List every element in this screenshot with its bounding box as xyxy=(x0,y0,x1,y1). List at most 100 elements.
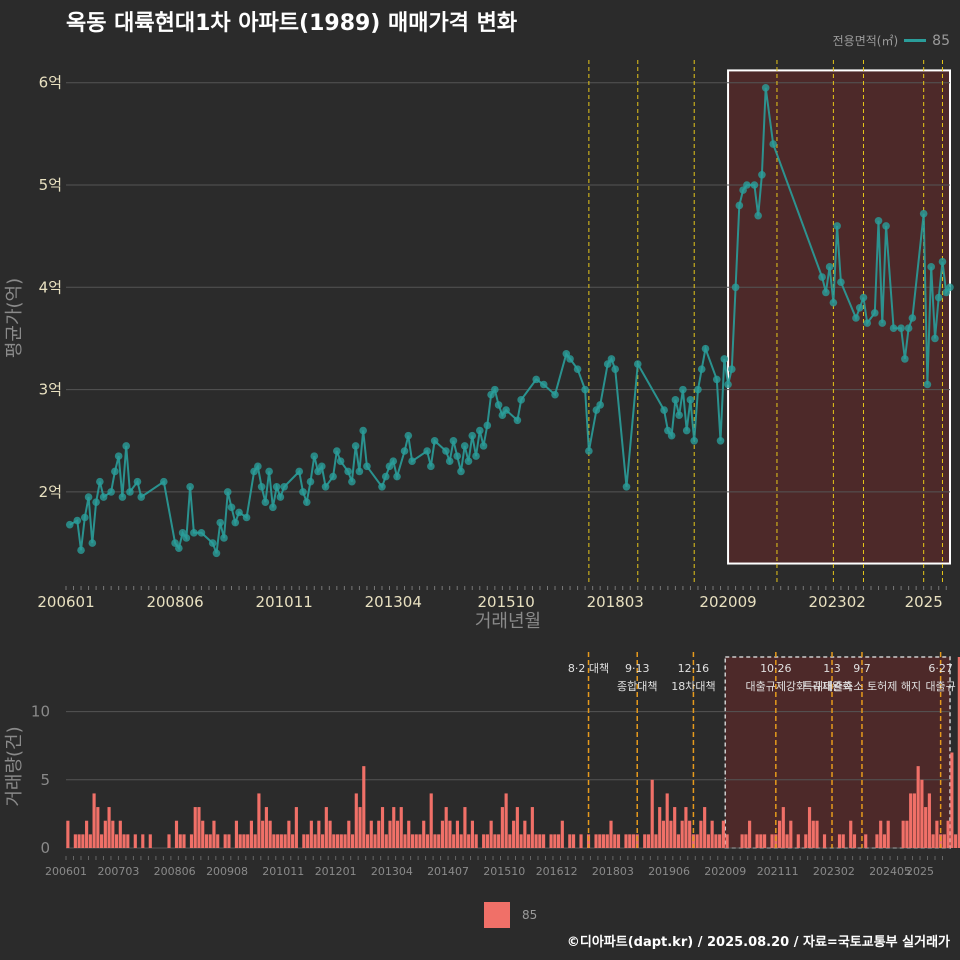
price-data-point xyxy=(336,457,345,466)
volume-x-tick-label: 200703 xyxy=(97,865,139,878)
volume-bar xyxy=(174,820,179,848)
price-data-point xyxy=(667,431,676,440)
volume-bar xyxy=(234,820,239,848)
volume-bar xyxy=(197,807,201,848)
volume-bar xyxy=(781,807,785,848)
volume-bar xyxy=(392,807,396,848)
price-data-point xyxy=(716,436,725,445)
price-data-point xyxy=(855,303,864,312)
price-data-point xyxy=(837,278,845,286)
price-data-point xyxy=(133,477,142,486)
volume-bar xyxy=(542,834,546,848)
volume-bar xyxy=(358,807,362,848)
volume-bar xyxy=(916,766,920,848)
volume-bar xyxy=(706,834,710,848)
volume-bar xyxy=(489,820,493,848)
price-data-point xyxy=(581,385,589,394)
price-data-point xyxy=(468,431,477,440)
price-data-point xyxy=(852,314,860,322)
volume-bar xyxy=(362,766,366,848)
price-data-point xyxy=(302,498,311,506)
volume-bar xyxy=(837,834,842,848)
price-data-point xyxy=(88,539,97,547)
volume-bar xyxy=(467,834,471,848)
volume-bar xyxy=(452,834,456,848)
price-x-axis-title: 거래년월 xyxy=(475,611,541,632)
price-data-point xyxy=(348,477,356,486)
volume-bar xyxy=(515,807,519,848)
price-data-point xyxy=(758,170,766,179)
volume-bar xyxy=(193,807,197,848)
price-data-point xyxy=(743,181,751,189)
volume-bar xyxy=(246,834,250,848)
volume-bar xyxy=(100,834,104,848)
volume-bar xyxy=(568,834,572,848)
price-data-point xyxy=(333,447,341,455)
volume-bar xyxy=(512,820,516,848)
volume-bar xyxy=(759,834,763,848)
price-data-point xyxy=(731,283,740,292)
volume-annotation-label: 8·2 대책 xyxy=(568,662,609,675)
price-x-tick-label: 202302 xyxy=(809,593,866,611)
price-data-point xyxy=(137,493,146,501)
legend-bar-swatch xyxy=(484,902,510,928)
volume-bar xyxy=(905,820,909,848)
price-data-point xyxy=(931,334,939,343)
volume-bar xyxy=(939,834,943,848)
price-data-point xyxy=(118,493,127,501)
volume-bar xyxy=(661,820,666,848)
price-data-point xyxy=(423,447,431,455)
volume-x-tick-label: 201803 xyxy=(592,865,634,878)
price-data-point xyxy=(92,498,100,506)
price-data-point xyxy=(107,488,115,496)
price-data-point xyxy=(596,401,604,409)
volume-bar xyxy=(122,834,126,848)
volume-bar xyxy=(283,834,287,848)
source-caption: ©디아파트(dapt.kr) / 2025.08.20 / 자료=국토교통부 실… xyxy=(566,935,950,950)
volume-bar xyxy=(133,834,137,848)
volume-bar xyxy=(789,820,793,848)
volume-bar xyxy=(268,820,272,848)
price-data-point xyxy=(607,355,616,363)
volume-bar xyxy=(635,834,639,848)
volume-bar xyxy=(822,834,827,848)
volume-x-tick-label: 201011 xyxy=(262,865,304,878)
price-data-point xyxy=(859,293,868,302)
price-data-point xyxy=(378,483,386,491)
volume-bar xyxy=(264,807,268,848)
price-x-tick-label: 2025 xyxy=(905,593,943,611)
price-x-tick-label: 201304 xyxy=(365,593,422,611)
volume-bar xyxy=(399,807,403,848)
volume-bar xyxy=(306,834,310,848)
volume-bar xyxy=(658,807,662,848)
volume-annotation-sublabel: 규제완화 xyxy=(812,680,852,693)
volume-bar xyxy=(875,834,879,848)
volume-x-tick-label: 201201 xyxy=(315,865,357,878)
volume-bar xyxy=(924,807,928,848)
volume-bar xyxy=(556,834,561,848)
volume-bar xyxy=(279,834,283,848)
volume-x-tick-label: 201906 xyxy=(648,865,690,878)
volume-bar xyxy=(485,834,489,848)
price-data-point xyxy=(160,477,168,486)
volume-bar xyxy=(560,820,564,848)
volume-bar xyxy=(294,807,298,848)
volume-bar xyxy=(459,834,463,848)
price-data-point xyxy=(551,390,559,399)
price-data-point xyxy=(690,436,699,445)
volume-bar xyxy=(579,834,583,848)
price-data-point xyxy=(182,534,191,542)
volume-bar xyxy=(571,834,576,848)
price-data-point xyxy=(829,298,838,307)
volume-bar xyxy=(148,834,152,848)
volume-bar xyxy=(774,834,778,848)
price-data-point xyxy=(96,477,104,486)
volume-bar xyxy=(624,834,628,848)
price-chart: 2억 3억 4억 5억 6억 200601 200806 201011 201304 201510… xyxy=(4,60,954,632)
volume-bar xyxy=(609,820,613,848)
price-data-point xyxy=(212,549,221,558)
volume-bar xyxy=(695,834,699,848)
price-data-point xyxy=(833,222,841,230)
volume-bar xyxy=(549,834,553,848)
price-data-point xyxy=(934,293,943,302)
